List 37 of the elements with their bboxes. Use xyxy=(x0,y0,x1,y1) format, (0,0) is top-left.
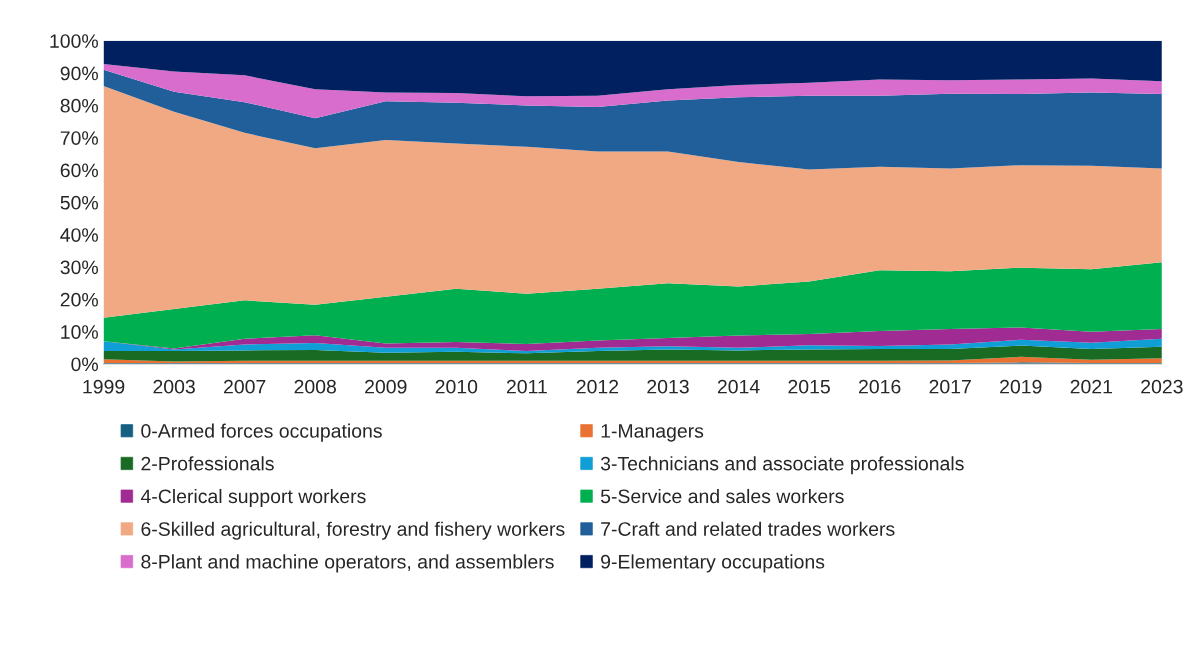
y-tick-label: 20% xyxy=(60,292,98,307)
x-tick-label: 2007 xyxy=(224,379,266,394)
y-tick-label: 10% xyxy=(61,325,98,339)
legend-label: 8-Plant and machine operators, and assemblers xyxy=(141,554,554,573)
x-tick-label: 2021 xyxy=(1070,379,1112,394)
legend-label: 6-Skilled agricultural, forestry and fishery workers xyxy=(141,521,565,540)
legend-label: 1-Managers xyxy=(601,424,704,442)
y-tick-label: 30% xyxy=(60,260,98,275)
legend-label: 5-Service and sales workers xyxy=(600,488,844,504)
x-tick-label: 1999 xyxy=(83,379,125,394)
x-tick-label: 2010 xyxy=(435,379,478,394)
x-tick-label: 2003 xyxy=(153,379,195,394)
y-tick-label: 50% xyxy=(60,195,98,210)
x-tick-label: 2023 xyxy=(1141,379,1183,394)
x-tick-label: 2011 xyxy=(506,379,547,394)
y-tick-label: 90% xyxy=(60,66,98,81)
x-tick-label: 2019 xyxy=(1000,379,1042,394)
y-tick-label: 0% xyxy=(71,357,98,372)
x-tick-label: 2013 xyxy=(647,379,689,394)
legend-label: 7-Craft and related trades workers xyxy=(601,521,895,536)
y-tick-label: 60% xyxy=(60,163,98,178)
x-tick-label: 2009 xyxy=(365,379,407,394)
x-tick-label: 2016 xyxy=(858,379,901,394)
x-tick-label: 2015 xyxy=(788,379,830,394)
legend-label: 3-Technicians and associate professionals xyxy=(600,456,964,475)
x-tick-label: 2012 xyxy=(576,379,619,394)
y-tick-label: 80% xyxy=(60,98,98,113)
legend-label: 9-Elementary occupations xyxy=(601,554,825,573)
x-tick-label: 2014 xyxy=(717,379,760,394)
y-tick-label: 40% xyxy=(60,228,98,242)
x-tick-label: 2008 xyxy=(294,379,336,394)
y-tick-label: 100% xyxy=(50,34,98,48)
y-tick-label: 70% xyxy=(60,131,98,145)
legend-label: 0-Armed forces occupations xyxy=(141,423,382,442)
x-tick-label: 2017 xyxy=(929,379,971,394)
legend-label: 4-Clerical support workers xyxy=(140,488,366,508)
legend-label: 2-Professionals xyxy=(141,456,274,471)
